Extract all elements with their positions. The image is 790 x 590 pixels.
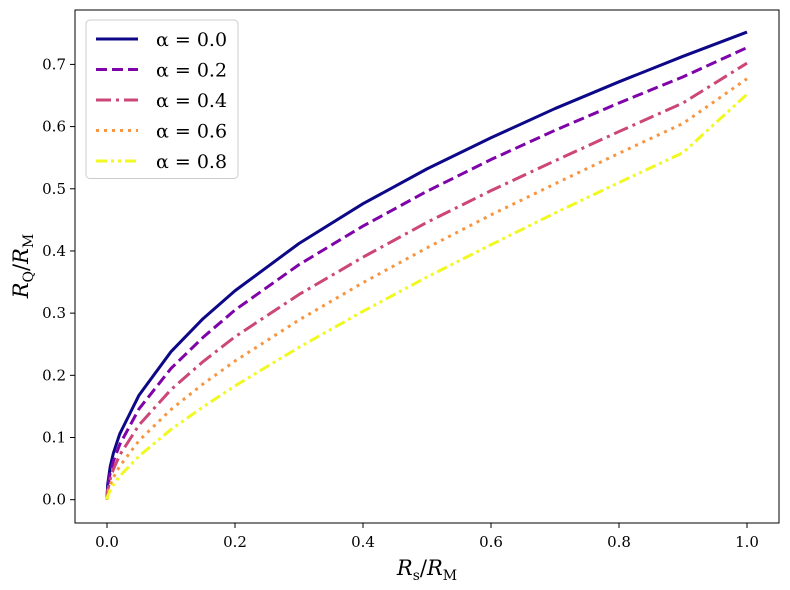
x-axis-label-main2: R [426,556,443,580]
legend-box [85,19,239,179]
y-tick-label: 0.5 [42,180,66,198]
series-line-4 [105,77,748,500]
y-axis-label-main: R [9,282,33,299]
plot-frame [74,9,780,524]
series-line-1 [105,30,748,500]
series-line-2 [105,46,748,500]
x-tick-label: 0.0 [95,533,119,551]
x-axis-ticks: 0.0 0.2 0.4 0.6 0.8 1.0 [95,523,759,551]
y-axis-label-sub: Q [21,271,37,282]
y-axis-ticks: 0.0 0.1 0.2 0.3 0.4 0.5 0.6 0.7 [42,55,75,509]
y-tick-label: 0.6 [42,118,66,136]
y-axis-label-sub2: M [21,234,37,248]
x-tick-label: 1.0 [735,533,759,551]
legend-label-5: α = 0.8 [156,151,227,173]
series-line-3 [105,61,748,500]
y-tick-label: 0.7 [42,55,66,73]
y-tick-label: 0.2 [42,366,66,384]
legend-label-3: α = 0.4 [156,90,227,112]
y-axis-label-sep: / [9,263,33,271]
x-tick-label: 0.2 [223,533,247,551]
legend-label-1: α = 0.0 [156,29,227,51]
y-tick-label: 0.1 [42,429,66,447]
x-axis-label-main: R [396,556,413,580]
y-tick-label: 0.0 [42,491,66,509]
y-tick-label: 0.4 [42,242,66,260]
legend-label-2: α = 0.2 [156,60,227,82]
series-line-5 [105,93,749,500]
y-axis-label-main2: R [9,248,33,265]
x-axis-label-sep: / [420,556,428,580]
x-tick-label: 0.6 [479,533,503,551]
x-axis-label-sub: s [413,568,420,584]
legend: α = 0.0 α = 0.2 α = 0.4 α = 0.6 α = 0.8 [85,19,239,179]
series-layer [105,30,749,500]
y-axis-label: RQ/RM [9,234,37,300]
x-tick-label: 0.4 [351,533,375,551]
x-axis-label: Rs/RM [396,556,457,584]
x-tick-label: 0.8 [607,533,631,551]
x-axis-label-sub2: M [443,568,457,584]
y-tick-label: 0.3 [42,304,66,322]
legend-label-4: α = 0.6 [156,121,227,143]
